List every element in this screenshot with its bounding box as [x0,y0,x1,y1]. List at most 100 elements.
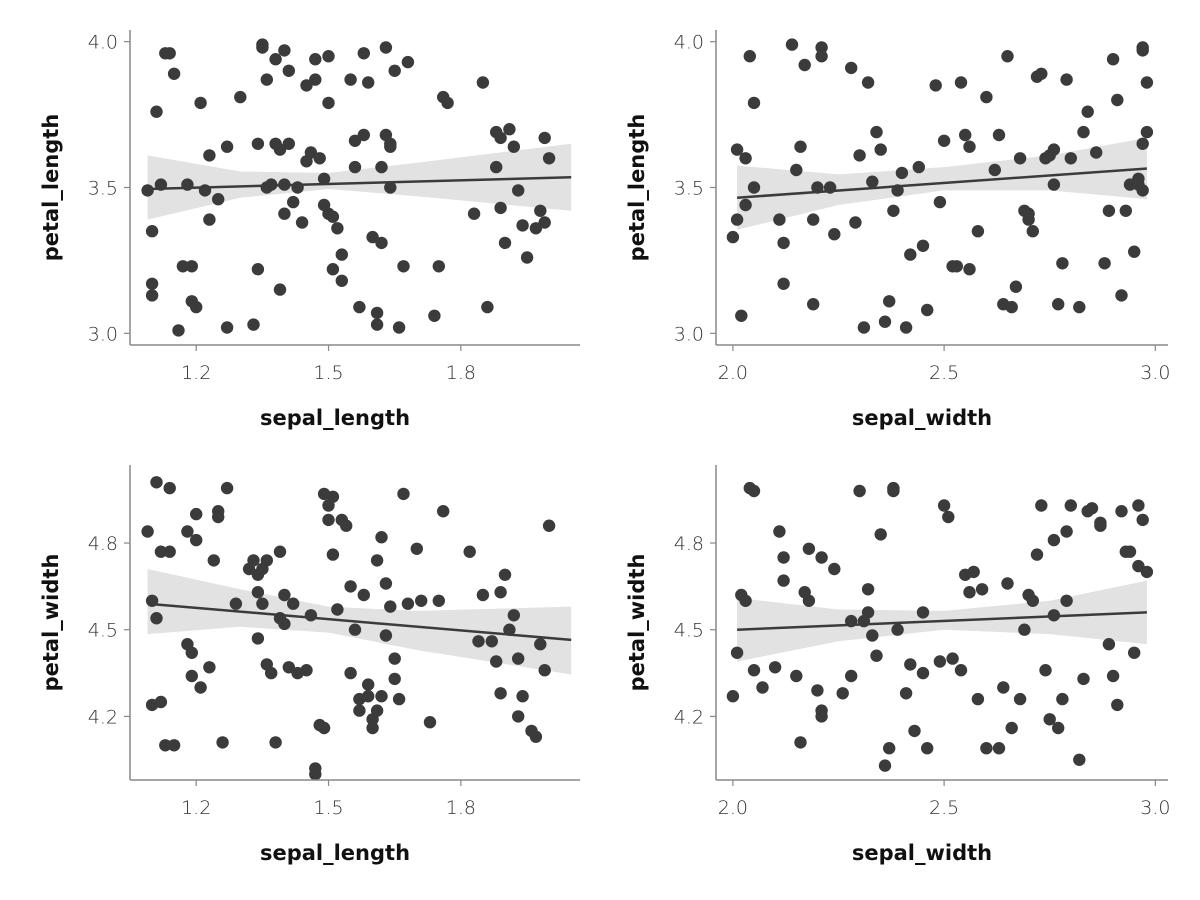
scatter-point [516,219,529,232]
y-tick-label: 4.5 [674,620,704,642]
scatter-point [150,612,163,625]
scatter-point [273,143,287,156]
scatter-point [331,603,344,616]
scatter-point [388,64,401,78]
scatter-point [309,762,322,775]
scatter-point [937,134,951,147]
scatter-point [331,222,344,235]
scatter-point [815,50,828,63]
scatter-point [190,533,203,547]
scatter-point [870,125,883,139]
scatter-point [309,73,322,86]
scatter-point [950,260,963,273]
scatter-point [265,666,278,680]
scatter-point [247,318,260,331]
scatter-point [861,583,875,596]
scatter-point [145,277,159,290]
scatter-point [1115,289,1128,302]
scatter-point [980,90,993,104]
scatter-point [1001,50,1014,63]
scatter-point [366,230,379,244]
scatter-point [1140,76,1154,89]
scatter-point [1064,152,1078,165]
scatter-point [861,76,875,89]
scatter-point [1106,53,1120,66]
scatter-point [1047,533,1061,547]
scatter-point [362,678,375,691]
scatter-point [1018,623,1031,636]
scatter-point [777,277,790,290]
scatter-point [542,519,556,532]
y-tick-label: 3.0 [88,323,118,345]
scatter-point [172,324,185,337]
scatter-point [807,298,820,311]
scatter-point [1132,499,1145,512]
scatter-point [853,484,866,498]
scatter-point [768,661,782,674]
y-axis-label: petal_width [625,554,649,692]
scatter-point [967,565,980,579]
scatter-point [357,47,370,60]
scatter-point [542,152,556,165]
scatter-point [747,96,761,110]
y-tick-label: 4.8 [674,533,704,555]
scatter-point [234,90,247,104]
scatter-point [507,140,520,153]
scatter-point [1090,146,1103,159]
scatter-point [971,692,985,706]
x-axis-label: sepal_length [260,841,410,865]
scatter-point [899,687,913,700]
scatter-point [432,260,445,273]
scatter-point [503,623,516,636]
scatter-point [145,225,159,238]
scatter-point [317,721,331,735]
scatter-point [309,53,322,66]
scatter-point [304,609,318,622]
scatter-point [777,551,790,564]
scatter-point [1013,152,1027,165]
scatter-point [954,76,968,89]
scatter-point [494,131,507,145]
scatter-point [802,542,816,555]
scatter-point [904,658,917,671]
scatter-point [476,76,490,89]
scatter-point [529,730,543,743]
scatter-point [529,222,543,235]
scatter-point [992,742,1006,755]
scatter-point [357,588,370,602]
scatter-point [870,649,883,662]
scatter-point [794,736,807,749]
scatter-point [212,510,225,524]
scatter-point [937,499,951,512]
scatter-point [167,67,181,81]
scatter-point [432,594,445,607]
scatter-point [282,64,295,78]
scatter-point [344,580,357,593]
scatter-point [904,248,917,261]
scatter-point [392,692,406,706]
scatter-point [498,568,512,581]
scatter-point [802,594,816,607]
confidence-band [147,143,572,220]
scatter-point [181,525,194,538]
scatter-point [353,704,366,717]
scatter-point [335,274,348,287]
scatter-point [735,309,748,322]
scatter-point [370,704,384,717]
scatter-point [278,588,291,602]
scatter-point [384,600,397,613]
scatter-point [1140,125,1154,139]
scatter-point [1056,257,1069,270]
scatter-point [520,251,534,264]
x-tick-label: 1.5 [313,797,343,819]
scatter-point [1073,300,1086,314]
scatter-point [887,484,900,498]
scatter-point [1128,646,1141,659]
scatter-point [397,487,410,501]
scatter-point [954,664,968,677]
scatter-point [185,646,198,659]
scatter-point [730,143,744,156]
panel-petal-length-vs-sepal-length: 1.2 1.5 1.8 3.0 3.5 4.0 sepal_length petal_leng… [39,30,580,430]
scatter-point [344,73,357,86]
scatter-point [1035,499,1048,512]
